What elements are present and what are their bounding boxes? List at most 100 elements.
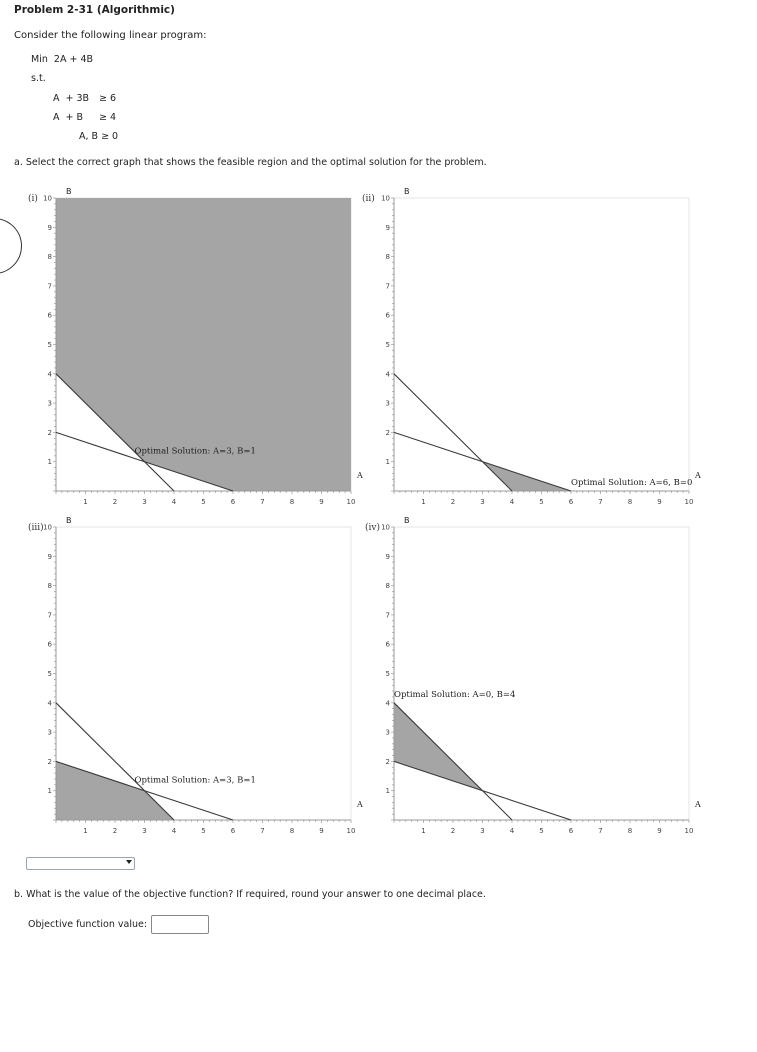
y-axis-label: B	[66, 516, 72, 525]
optimal-solution-annotation: Optimal Solution: A=3, B=1	[135, 776, 256, 786]
panel-label: (iii)	[28, 522, 44, 533]
constraint-line-2	[55, 702, 175, 821]
x-tick-label: 6	[231, 498, 236, 506]
problem-title: Problem 2-31 (Algorithmic)	[14, 4, 175, 16]
y-tick-label: 8	[386, 253, 390, 261]
feasible-region	[56, 761, 174, 820]
y-tick-label: 6	[48, 312, 53, 320]
part-a-question: a. Select the correct graph that shows t…	[14, 157, 487, 168]
x-tick-label: 8	[628, 498, 632, 506]
y-tick-label: 7	[48, 611, 52, 619]
constraint-line-2	[55, 373, 175, 492]
objective-value-input[interactable]	[151, 915, 209, 934]
x-axis-label: A	[694, 471, 701, 480]
constraint-1: A + 3B ≥ 6	[53, 93, 116, 104]
y-axis-label: B	[404, 187, 410, 196]
x-tick-label: 3	[480, 827, 484, 835]
y-tick-label: 3	[48, 729, 52, 737]
y-tick-label: 10	[381, 524, 390, 532]
y-tick-label: 7	[48, 282, 52, 290]
x-tick-label: 5	[539, 827, 543, 835]
y-tick-label: 7	[386, 611, 390, 619]
constraint-2-lhs: A + B	[53, 112, 84, 123]
graph-panel-iv[interactable]: 1 2 3 4 5 6 7 8 9 10 1 2 3 4 5 6 7 8 9 10 B A (iv) Optimal Solu…	[338, 509, 718, 839]
constraint-line-2	[393, 702, 513, 821]
y-tick-label: 2	[48, 429, 52, 437]
constraint-1-lhs: A + 3B	[53, 93, 90, 104]
x-tick-label: 3	[480, 498, 484, 506]
x-tick-label: 2	[113, 498, 117, 506]
y-tick-label: 10	[43, 524, 52, 532]
x-tick-label: 4	[172, 827, 177, 835]
x-tick-label: 1	[421, 827, 425, 835]
x-tick-label: 2	[451, 827, 455, 835]
x-tick-label: 9	[657, 827, 661, 835]
x-tick-label: 1	[83, 827, 87, 835]
y-tick-label: 8	[48, 253, 52, 261]
y-axis-label: B	[66, 187, 72, 196]
x-tick-label: 1	[83, 498, 87, 506]
x-tick-label: 7	[260, 827, 264, 835]
y-tick-label: 1	[48, 458, 52, 466]
graph-panel-i[interactable]: 1 2 3 4 5 6 7 8 9 10 1 2 3 4 5 6 7 8 9 10 B A (i) Optimal Solut…	[0, 180, 380, 510]
x-tick-label: 7	[598, 498, 602, 506]
x-tick-label: 5	[201, 498, 205, 506]
y-tick-label: 7	[386, 282, 390, 290]
subject-to-label: s.t.	[31, 73, 46, 84]
x-tick-label: 9	[319, 498, 323, 506]
x-tick-label: 10	[685, 498, 694, 506]
x-tick-label: 10	[347, 498, 356, 506]
y-tick-label: 4	[386, 370, 391, 378]
x-tick-label: 8	[290, 827, 294, 835]
y-tick-label: 9	[48, 553, 52, 561]
y-tick-label: 5	[48, 341, 52, 349]
y-tick-label: 6	[386, 641, 391, 649]
dropdown-selected-value	[27, 866, 30, 876]
y-axis-label: B	[404, 516, 410, 525]
feasible-region	[394, 702, 483, 791]
constraint-1-rhs: ≥ 6	[99, 93, 117, 104]
plot-frame	[55, 526, 352, 821]
graph-selection-dropdown[interactable]	[26, 857, 135, 870]
y-tick-label: 2	[386, 758, 390, 766]
y-tick-label: 5	[386, 670, 390, 678]
y-tick-label: 3	[386, 400, 390, 408]
y-tick-label: 6	[48, 641, 53, 649]
x-tick-label: 5	[539, 498, 543, 506]
feasible-region	[56, 198, 351, 491]
panel-label: (iv)	[365, 522, 380, 533]
constraint-line-2	[393, 373, 513, 492]
constraint-2-rhs: ≥ 4	[99, 112, 117, 123]
y-tick-label: 10	[381, 195, 390, 203]
y-tick-label: 8	[386, 582, 390, 590]
y-tick-label: 9	[48, 224, 52, 232]
optimal-solution-annotation: Optimal Solution: A=3, B=1	[135, 447, 256, 457]
x-axis-label: A	[356, 471, 363, 480]
x-axis-label: A	[694, 800, 701, 809]
y-tick-label: 3	[48, 400, 52, 408]
y-tick-label: 9	[386, 224, 390, 232]
y-tick-label: 3	[386, 729, 390, 737]
x-tick-label: 4	[510, 498, 515, 506]
constraint-2: A + B ≥ 4	[53, 112, 116, 123]
objective-function: Min 2A + 4B	[31, 54, 94, 65]
y-tick-label: 1	[48, 787, 52, 795]
problem-intro: Consider the following linear program:	[14, 30, 207, 41]
optimal-solution-annotation: Optimal Solution: A=6, B=0	[571, 478, 692, 488]
x-tick-label: 8	[628, 827, 632, 835]
y-tick-label: 6	[386, 312, 391, 320]
x-tick-label: 9	[657, 498, 661, 506]
y-tick-label: 5	[48, 670, 52, 678]
graph-panel-iii[interactable]: 1 2 3 4 5 6 7 8 9 10 1 2 3 4 5 6 7 8 9 10 B A (iii) Optimal Sol…	[0, 509, 380, 839]
x-tick-label: 5	[201, 827, 205, 835]
graph-panel-ii[interactable]: 1 2 3 4 5 6 7 8 9 10 1 2 3 4 5 6 7 8 9 10 B A (ii) Optimal Solu…	[338, 180, 718, 510]
nonnegativity-constraint: A, B ≥ 0	[79, 131, 119, 142]
y-tick-label: 2	[48, 758, 52, 766]
x-tick-label: 3	[142, 827, 146, 835]
x-tick-label: 6	[231, 827, 236, 835]
x-tick-label: 6	[569, 827, 574, 835]
y-tick-label: 1	[386, 458, 390, 466]
y-tick-label: 2	[386, 429, 390, 437]
optimal-solution-annotation: Optimal Solution: A=0, B=4	[394, 690, 515, 700]
x-tick-label: 2	[451, 498, 455, 506]
